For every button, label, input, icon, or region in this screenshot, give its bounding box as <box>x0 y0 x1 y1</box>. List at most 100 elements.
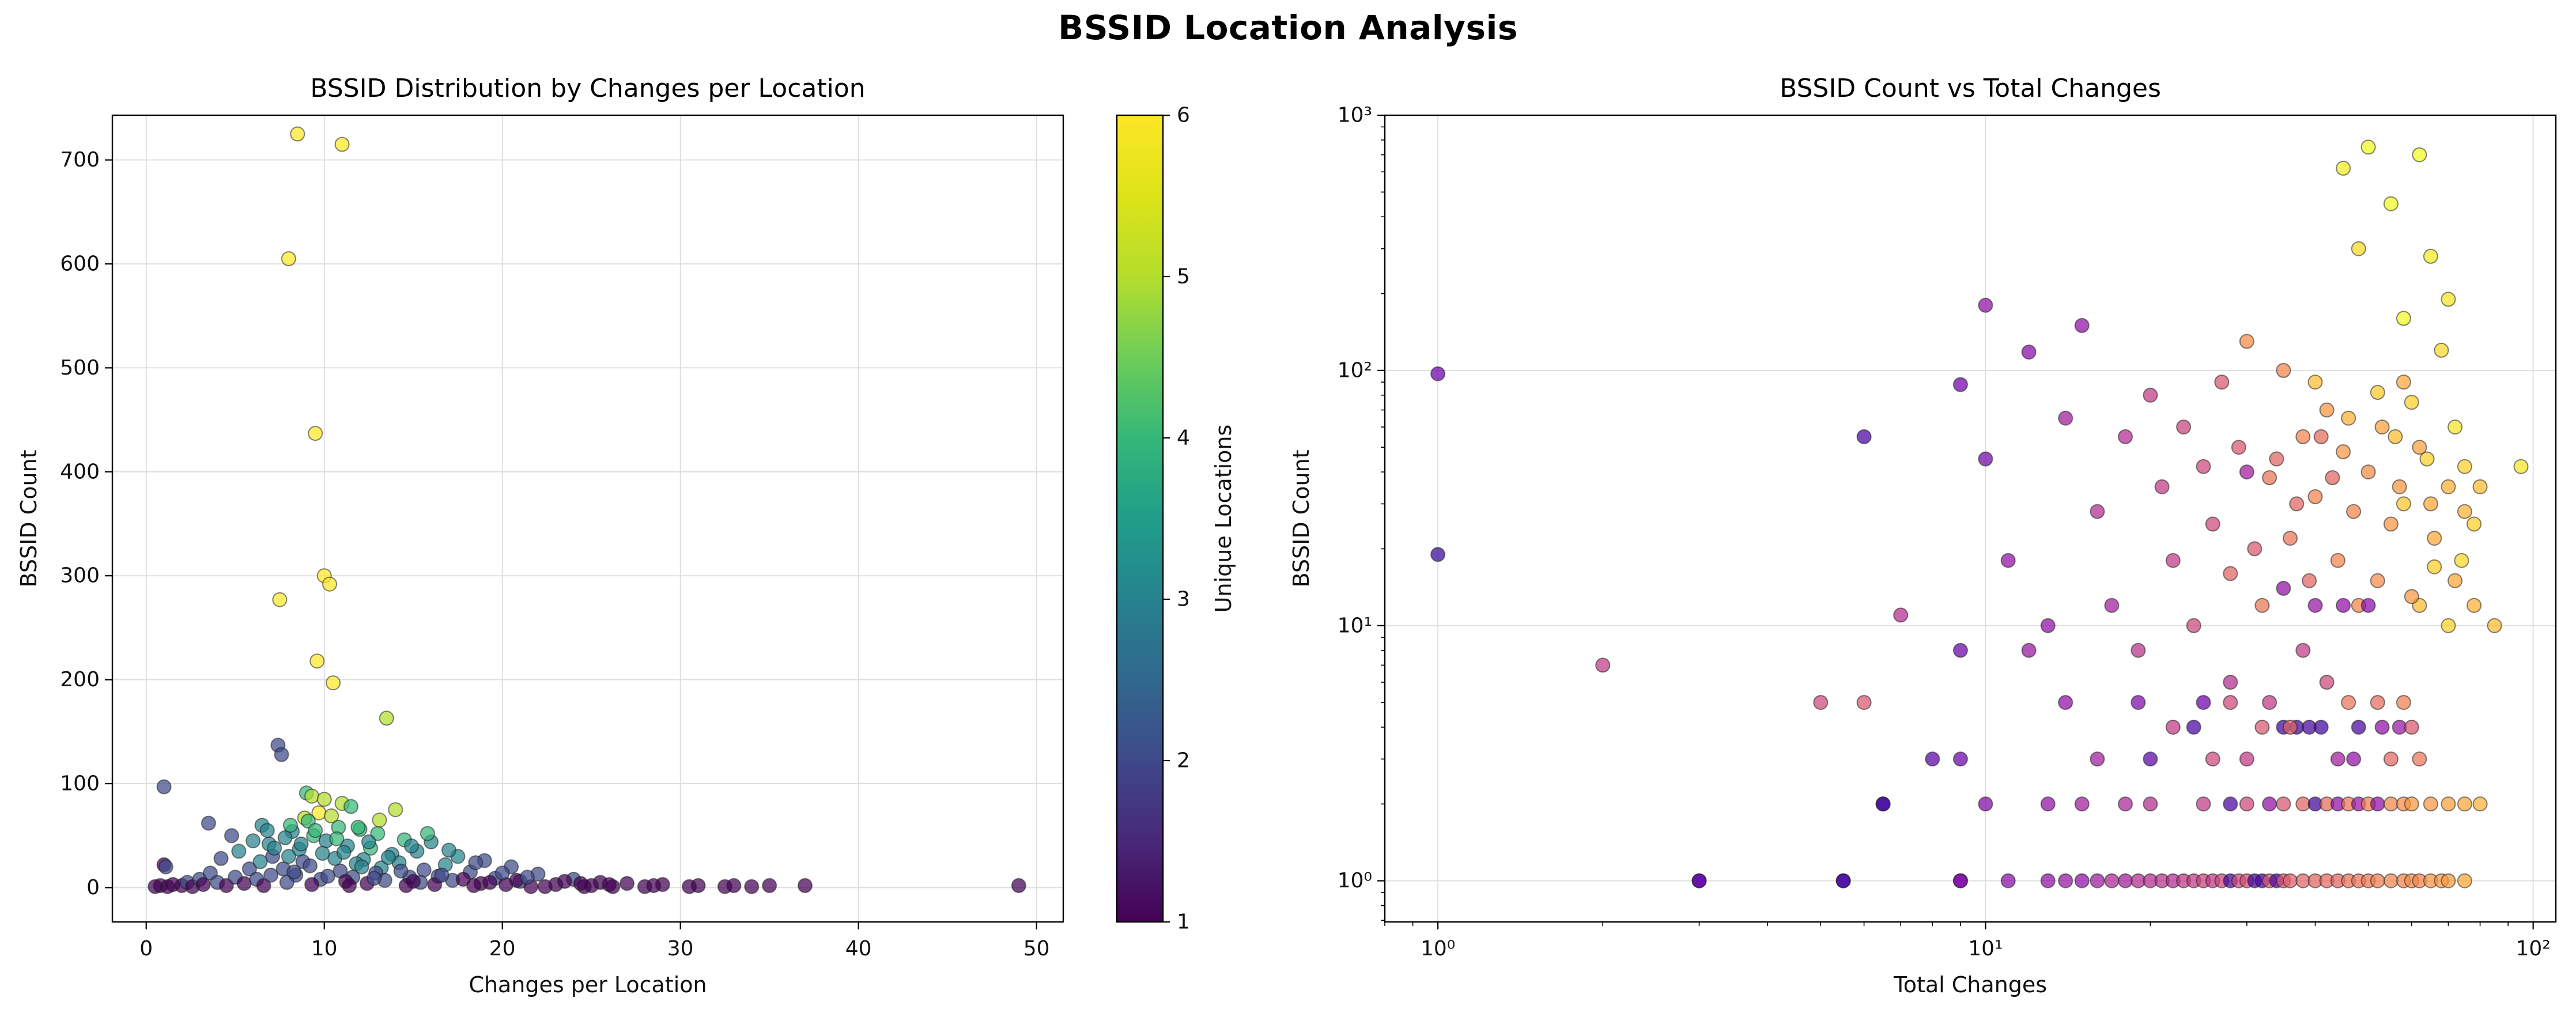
scatter-point <box>236 876 252 891</box>
points-layer <box>148 126 1026 894</box>
scatter-point <box>717 879 732 894</box>
scatter-point <box>2319 402 2335 418</box>
scatter-point <box>2467 516 2482 532</box>
scatter-point <box>2447 573 2463 588</box>
scatter-point <box>324 808 339 823</box>
scatter-point <box>2336 444 2351 459</box>
scatter-point <box>2447 419 2463 435</box>
y-tick-label: 10³ <box>1338 104 1372 127</box>
scatter-point <box>388 802 403 818</box>
scatter-point <box>156 779 172 795</box>
scatter-point <box>2396 496 2411 512</box>
scatter-point <box>2441 292 2456 307</box>
scatter-point <box>2441 796 2456 812</box>
scatter-point <box>434 867 450 883</box>
scatter-point <box>2457 504 2472 519</box>
scatter-point <box>2205 516 2220 532</box>
scatter-point <box>2370 695 2385 710</box>
y-tick-label: 200 <box>60 668 100 691</box>
scatter-point <box>2295 429 2311 444</box>
scatter-point <box>2104 598 2120 613</box>
scatter-point <box>1978 796 1993 812</box>
scatter-point <box>2396 695 2411 710</box>
scatter-point <box>1856 695 1872 710</box>
y-tick-label: 400 <box>60 460 100 483</box>
scatter-point <box>2307 375 2323 390</box>
scatter-point <box>277 830 293 845</box>
points-layer <box>1430 139 2529 889</box>
scatter-point <box>2269 451 2284 467</box>
ticks: 10⁰ 10¹ 10² 10⁰ 10¹ 10² 10³ <box>1338 104 2551 961</box>
figure-title: BSSID Location Analysis <box>1058 8 1518 47</box>
scatter-point <box>2239 334 2254 349</box>
scatter-point <box>201 815 216 831</box>
scatter-point <box>322 576 337 592</box>
scatter-point <box>267 840 282 856</box>
x-axis-label: Changes per Location <box>469 972 707 997</box>
scatter-point <box>602 877 617 893</box>
colorbar: 1 2 3 4 5 6 Unique Locations <box>1116 104 1236 934</box>
scatter-point <box>2319 675 2335 690</box>
scatter-point <box>2434 342 2449 358</box>
scatter-point <box>158 859 173 875</box>
right-chart: 10⁰ 10¹ 10² 10⁰ 10¹ 10² 10³ Total Changes BSSID … <box>1289 74 2557 997</box>
scatter-point <box>2423 248 2438 264</box>
scatter-point <box>2186 618 2201 633</box>
scatter-point <box>2457 796 2472 812</box>
scatter-point <box>2441 479 2456 494</box>
colorbar-tick-label: 3 <box>1177 588 1190 611</box>
scatter-point <box>519 869 535 885</box>
scatter-point <box>326 675 341 691</box>
scatter-point <box>2360 464 2376 480</box>
scatter-point <box>2388 429 2403 444</box>
grid <box>112 115 1063 922</box>
scatter-point <box>2223 675 2238 690</box>
scatter-point <box>2307 489 2323 504</box>
scatter-point <box>2457 873 2472 889</box>
scatter-point <box>2143 796 2158 812</box>
scatter-point <box>241 861 257 876</box>
scatter-point <box>354 859 369 875</box>
scatter-point <box>2487 618 2502 633</box>
colorbar-tick-label: 5 <box>1177 265 1190 289</box>
scatter-point <box>404 838 420 854</box>
scatter-point <box>2118 873 2133 889</box>
scatter-point <box>2302 573 2317 588</box>
scatter-point <box>482 875 498 890</box>
scatter-point <box>2513 459 2529 474</box>
scatter-point <box>2467 598 2482 613</box>
scatter-point <box>393 863 409 879</box>
colorbar-tick-label: 4 <box>1177 426 1190 450</box>
scatter-point <box>2423 796 2438 812</box>
scatter-point <box>2404 589 2419 604</box>
scatter-point <box>316 792 332 807</box>
scatter-point <box>1952 642 1968 658</box>
scatter-point <box>2341 695 2356 710</box>
y-tick-label: 300 <box>60 564 100 588</box>
scatter-point <box>762 878 777 893</box>
x-tick-label: 10 <box>311 937 338 961</box>
scatter-point <box>620 876 634 891</box>
scatter-point <box>2131 695 2146 710</box>
scatter-point <box>468 855 484 871</box>
scatter-point <box>2239 751 2254 767</box>
scatter-point <box>2165 720 2181 735</box>
scatter-point <box>1925 751 1940 767</box>
scatter-point <box>2000 553 2016 568</box>
scatter-point <box>2330 553 2345 568</box>
scatter-point <box>2419 451 2435 467</box>
scatter-point <box>2090 504 2105 519</box>
scatter-point <box>441 842 456 858</box>
axes-spines <box>111 114 1064 923</box>
scatter-point <box>272 592 288 607</box>
scatter-point <box>293 836 309 852</box>
scatter-point <box>2404 720 2419 735</box>
scatter-point <box>334 137 350 152</box>
y-tick-label: 700 <box>60 148 100 172</box>
scatter-point <box>2423 496 2438 512</box>
scatter-point <box>2336 160 2351 176</box>
scatter-point <box>304 788 320 804</box>
scatter-point <box>2074 796 2090 812</box>
scatter-point <box>2131 642 2146 658</box>
scatter-point <box>1952 751 1968 767</box>
